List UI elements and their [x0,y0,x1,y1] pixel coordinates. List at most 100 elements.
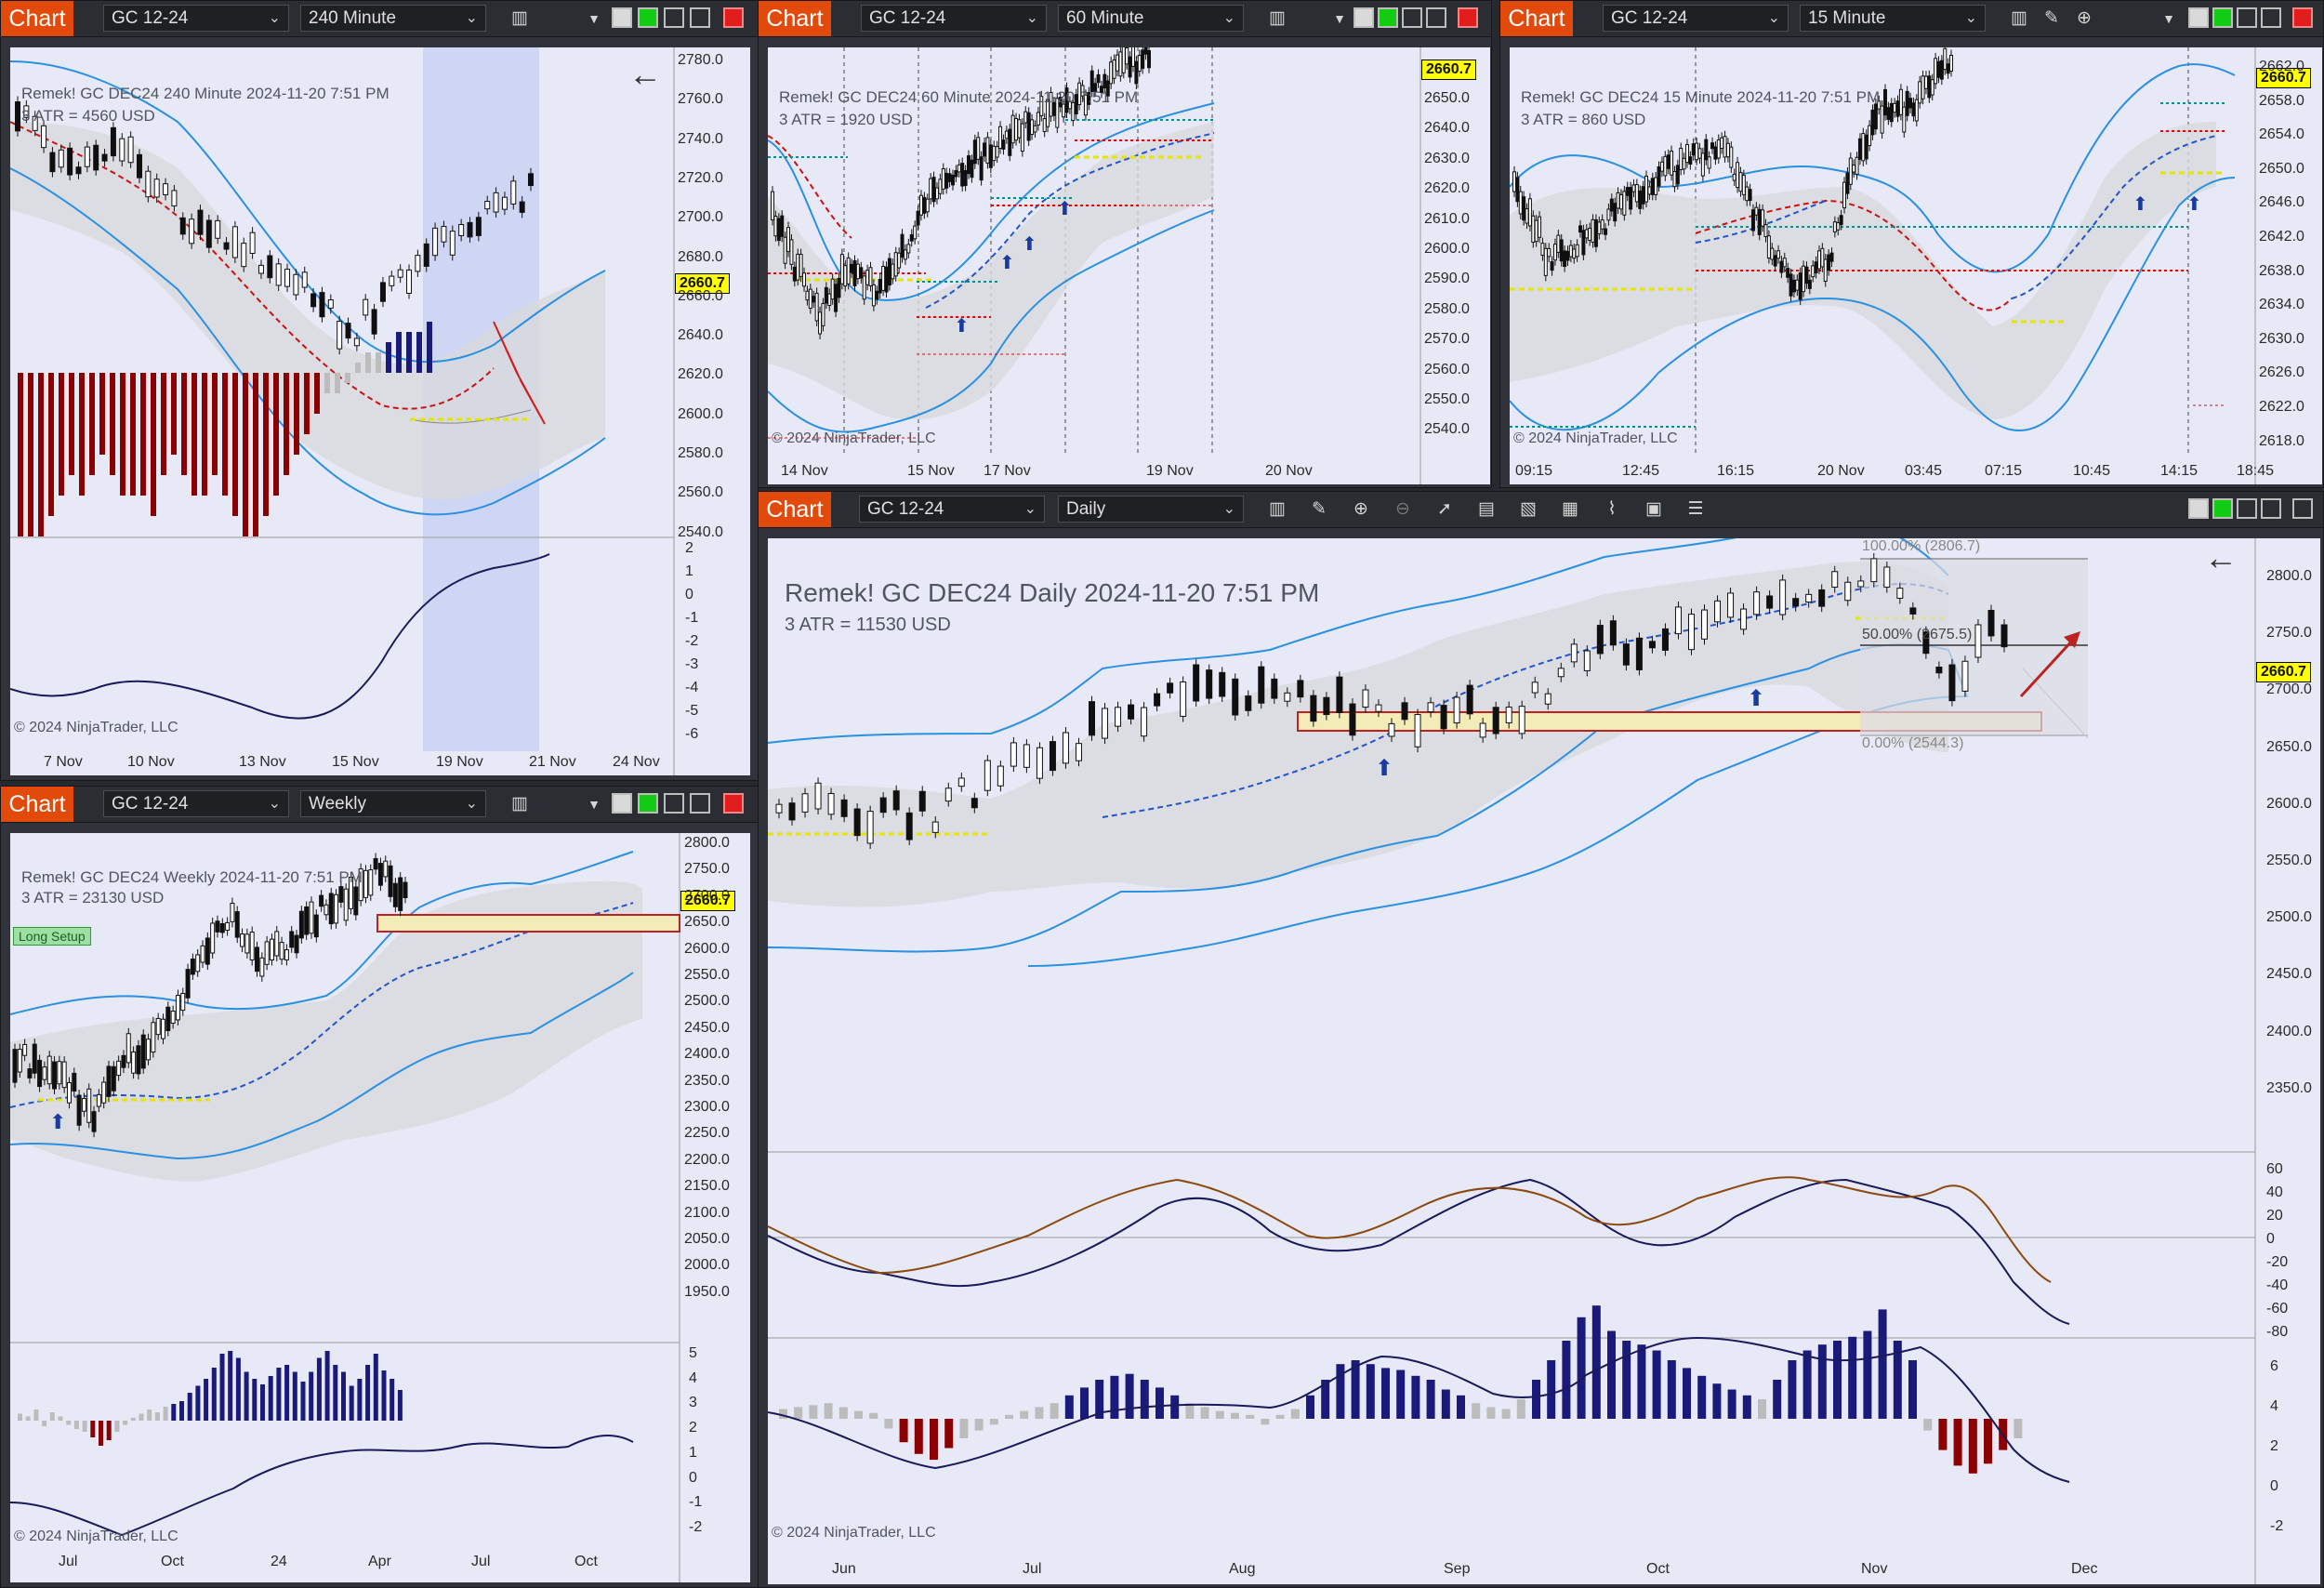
axis-label: 2680.0 [678,248,723,265]
bar-style-icon[interactable]: ▥ [511,8,528,28]
maximize-button[interactable] [2261,498,2281,519]
candle [984,760,991,791]
chart-menu-button[interactable]: Chart [1500,1,1573,36]
pointer-icon[interactable]: ➚ [1437,499,1452,519]
dropdown-arrow-icon[interactable]: ▼ [2162,11,2175,26]
pencil-icon[interactable]: ✎ [1312,499,1327,519]
candle [1020,123,1024,152]
candle [304,906,310,935]
candle [1714,600,1722,623]
candle [96,1093,101,1107]
copyright-text: © 2024 NinjaTrader, LLC [14,720,178,735]
minimize-button[interactable] [2237,7,2257,28]
instrument-selector[interactable]: GC 12-24 ⌄ [1603,5,1789,32]
window-color-green-button[interactable] [2212,498,2233,519]
close-button[interactable] [1458,7,1478,28]
instrument-selector[interactable]: GC 12-24 ⌄ [103,790,289,817]
histogram-bar [292,1371,297,1421]
chart-plot-area[interactable]: Remek! GC DEC24 240 Minute 2024-11-20 7:… [10,47,750,775]
close-button[interactable] [723,793,744,814]
candle [215,920,220,933]
candle [1112,60,1116,79]
axis-label: 20 Nov [1265,463,1313,479]
candle [1414,714,1421,748]
maximize-button[interactable] [690,7,710,28]
bar-style-icon[interactable]: ▥ [511,794,528,814]
window-color-white-button[interactable] [2188,498,2209,519]
indicators-icon[interactable]: ⌇ [1607,499,1617,519]
candle [931,821,939,833]
minimize-button[interactable] [664,7,684,28]
strategies-icon[interactable]: ▦ [1562,499,1578,519]
candle [343,888,349,921]
interval-selector[interactable]: 15 Minute ⌄ [1800,5,1986,32]
chart-plot-area[interactable]: ⬆ ⬆ ⬆ ⬆ Remek! GC DEC24 60 Minute 2024-1… [768,47,1490,484]
window-color-white-button[interactable] [612,7,632,28]
minimize-button[interactable] [664,793,684,814]
instrument-selector[interactable]: GC 12-24 ⌄ [103,5,289,32]
interval-selector[interactable]: Daily ⌄ [1058,496,1244,523]
window-color-white-button[interactable] [2188,7,2209,28]
chart-menu-button[interactable]: Chart [1,787,73,822]
close-button[interactable] [723,7,744,28]
histogram-bar [147,1409,152,1421]
bar-style-icon[interactable]: ▥ [1269,499,1286,519]
templates-icon[interactable]: ▣ [1645,499,1662,519]
histogram-bar [243,373,248,536]
histogram-bar [211,1368,217,1421]
interval-selector[interactable]: Weekly ⌄ [300,790,486,817]
back-arrow-icon[interactable]: ← [628,55,662,93]
interval-selector[interactable]: 60 Minute ⌄ [1058,5,1244,32]
chart-menu-button[interactable]: Chart [1,1,73,36]
window-color-white-button[interactable] [612,793,632,814]
candle [1948,664,1956,702]
candle [52,1061,58,1090]
maximize-button[interactable] [2261,7,2281,28]
window-color-green-button[interactable] [1378,7,1398,28]
candle [200,945,205,963]
histogram-bar [252,1379,257,1421]
candle [944,172,949,189]
instrument-selector[interactable]: GC 12-24 ⌄ [859,496,1045,523]
dropdown-arrow-icon[interactable]: ▼ [1333,11,1346,26]
candle [189,218,195,245]
bar-style-icon[interactable]: ▥ [2011,8,2027,28]
pencil-icon[interactable]: ✎ [2044,8,2059,28]
list-icon[interactable]: ☰ [1687,499,1704,519]
window-color-green-button[interactable] [638,7,658,28]
candle [938,179,943,194]
dropdown-arrow-icon[interactable]: ▼ [588,797,601,812]
bar-style-icon[interactable]: ▥ [1269,8,1286,28]
chart-plot-area[interactable]: ⬆ ⬆ Remek! GC DEC24 Daily 2024-11-20 7:5… [768,538,2320,1584]
candle [1727,592,1735,618]
maximize-button[interactable] [1426,7,1446,28]
window-color-green-button[interactable] [2212,7,2233,28]
axis-label: 2560.0 [1424,361,1470,377]
close-button[interactable] [2292,7,2313,28]
dropdown-arrow-icon[interactable]: ▼ [588,11,601,26]
window-color-green-button[interactable] [638,793,658,814]
minimize-button[interactable] [1402,7,1422,28]
window-color-white-button[interactable] [1353,7,1374,28]
zoom-out-icon[interactable]: ⊖ [1395,499,1410,519]
properties-icon[interactable]: ▧ [1520,499,1537,519]
candle [91,1111,97,1132]
chart-menu-button[interactable]: Chart [759,1,831,36]
chart-plot-area[interactable]: ⬆ ⬆ Remek! GC DEC24 15 Minute 2024-11-20… [1510,47,2322,484]
interval-selector[interactable]: 240 Minute ⌄ [300,5,486,32]
instrument-selector[interactable]: GC 12-24 ⌄ [861,5,1047,32]
zoom-in-icon[interactable]: ⊕ [2077,8,2092,28]
maximize-button[interactable] [690,793,710,814]
candle [241,243,247,268]
candle [892,790,900,811]
data-box-icon[interactable]: ▤ [1478,499,1495,519]
histogram-bar [1758,1399,1766,1419]
candle [1128,56,1132,78]
chart-menu-button[interactable]: Chart [759,492,831,527]
chart-plot-area[interactable]: ⬆ Remek! GC DEC24 Weekly 2024-11-20 7:51… [10,833,750,1582]
axis-label: 2760.0 [678,91,723,108]
minimize-button[interactable] [2237,498,2257,519]
back-arrow-icon[interactable]: ← [2204,538,2238,576]
zoom-in-icon[interactable]: ⊕ [1353,499,1368,519]
close-button[interactable] [2292,498,2313,519]
